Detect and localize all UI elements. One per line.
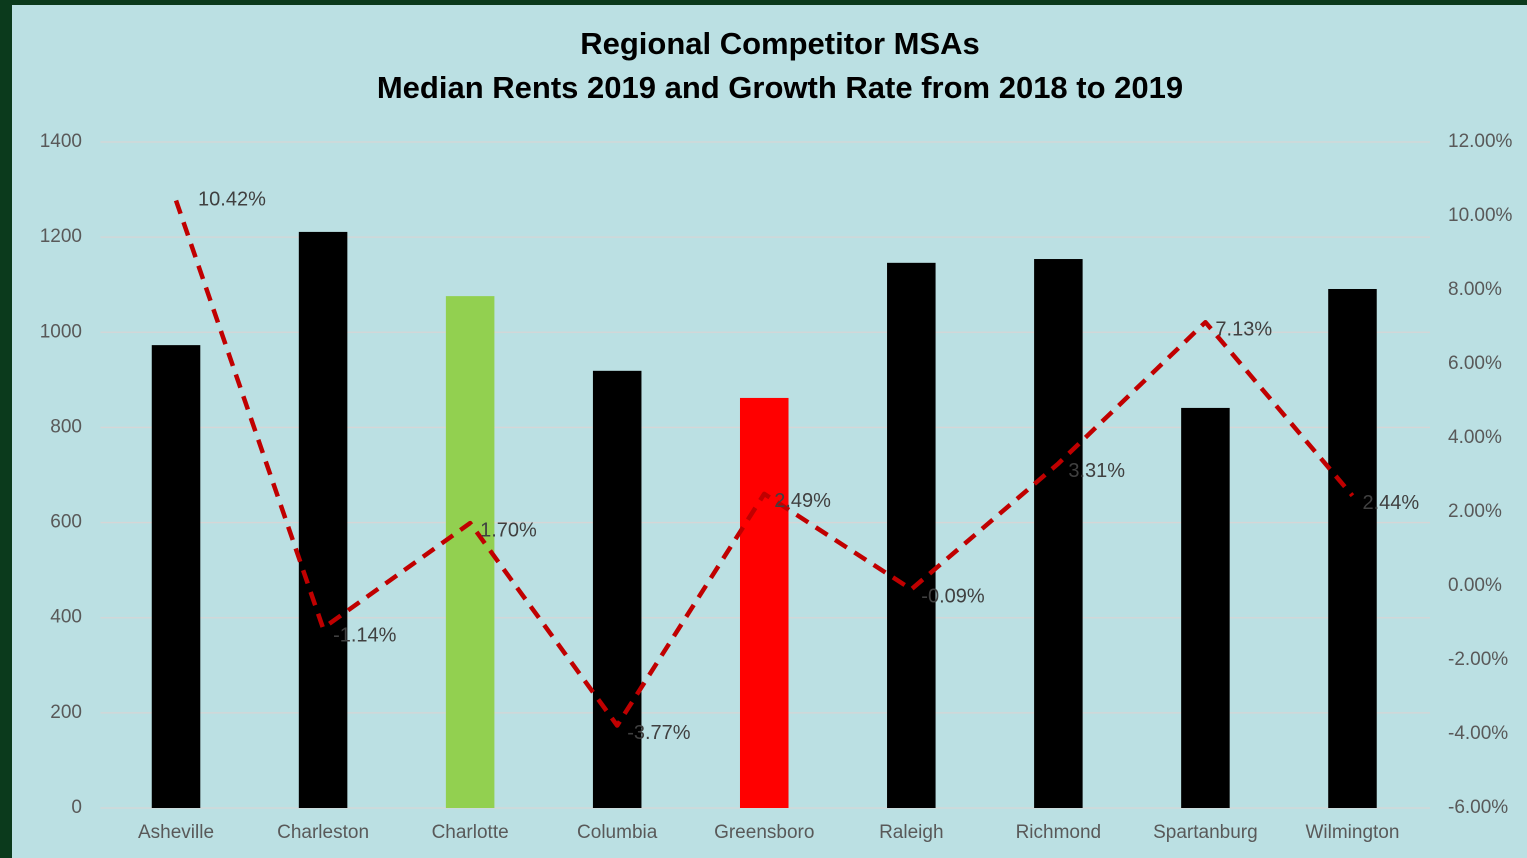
y2-tick-label: 8.00%	[1448, 279, 1502, 300]
y2-tick-label: -4.00%	[1448, 723, 1508, 744]
y2-tick-label: 12.00%	[1448, 131, 1513, 152]
bar	[592, 370, 642, 808]
x-tick-label: Richmond	[1016, 822, 1102, 843]
x-tick-label: Raleigh	[879, 822, 943, 843]
y-tick-label: 1400	[40, 131, 82, 152]
line	[173, 199, 1355, 728]
bar	[739, 397, 789, 808]
data-label: -1.14%	[333, 624, 397, 646]
data-label: 7.13%	[1215, 318, 1272, 340]
y-tick-label: 600	[50, 512, 82, 533]
y-tick-label: 1000	[40, 321, 82, 342]
y-tick-label: 200	[50, 702, 82, 723]
bar	[445, 296, 495, 808]
data-label: 3.31%	[1068, 460, 1125, 482]
y2-tick-label: 0.00%	[1448, 575, 1502, 596]
x-tick-label: Wilmington	[1305, 822, 1399, 843]
y-tick-label: 400	[50, 607, 82, 628]
x-tick-label: Asheville	[138, 822, 214, 843]
bar	[887, 262, 936, 808]
y-tick-label: 1200	[40, 226, 82, 247]
x-tick-label: Columbia	[577, 822, 658, 843]
data-label: -0.09%	[921, 586, 985, 608]
y-tick-label: 0	[71, 797, 82, 818]
data-label: -3.77%	[627, 722, 691, 744]
data-label: 2.49%	[774, 490, 831, 512]
y2-tick-label: 4.00%	[1448, 427, 1502, 448]
y2-tick-label: -6.00%	[1448, 797, 1508, 818]
y2-tick-label: -2.00%	[1448, 649, 1508, 670]
x-tick-label: Greensboro	[714, 822, 814, 843]
data-label: 10.42%	[198, 189, 266, 211]
y2-tick-label: 2.00%	[1448, 501, 1502, 522]
chart-subtitle: Median Rents 2019 and Growth Rate from 2…	[377, 70, 1183, 105]
x-tick-label: Spartanburg	[1153, 822, 1258, 843]
bar	[298, 231, 348, 808]
y2-tick-label: 10.00%	[1448, 205, 1513, 226]
bar	[1181, 407, 1230, 808]
x-tick-label: Charleston	[277, 822, 369, 843]
bar	[1034, 259, 1083, 808]
chart-title: Regional Competitor MSAs	[580, 26, 980, 61]
data-label: 2.44%	[1362, 492, 1419, 514]
x-tick-label: Charlotte	[432, 822, 509, 843]
bar	[1328, 288, 1377, 808]
y2-tick-label: 6.00%	[1448, 353, 1502, 374]
data-label: 1.70%	[480, 519, 537, 541]
y-tick-label: 800	[50, 416, 82, 437]
bar	[151, 345, 201, 808]
